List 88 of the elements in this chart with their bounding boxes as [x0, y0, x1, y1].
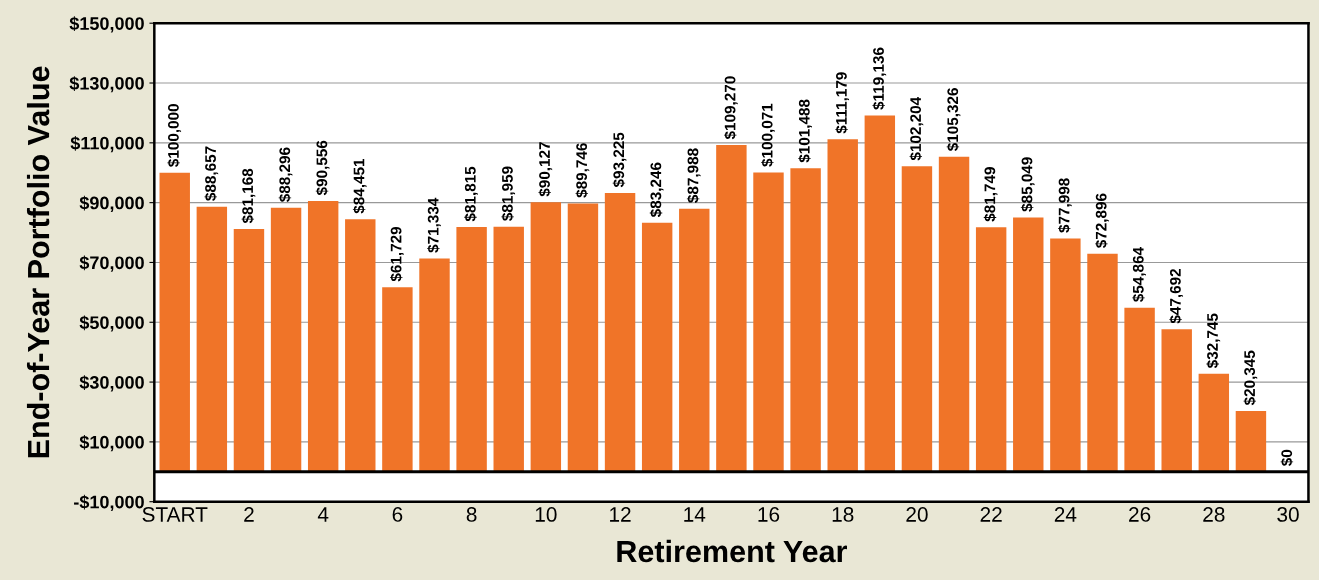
data-label: $81,168 [241, 168, 256, 224]
bar [1198, 373, 1230, 472]
bar [382, 287, 413, 472]
data-label: $85,049 [1020, 157, 1035, 212]
data-label: $119,136 [872, 47, 887, 110]
bar [753, 172, 784, 472]
data-label: $90,556 [315, 140, 330, 196]
data-label: $77,998 [1057, 178, 1072, 233]
data-label: $32,745 [1206, 313, 1221, 369]
y-axis-title: End-of-Year Portfolio Value [26, 66, 50, 458]
x-tick-label: 30 [1277, 507, 1299, 522]
bar [1124, 307, 1155, 472]
bar [864, 115, 896, 472]
x-tick-label: 2 [244, 507, 254, 522]
y-tick-label: $130,000 [69, 76, 144, 93]
bar [1235, 410, 1267, 472]
x-tick-label: 6 [392, 507, 403, 522]
y-tick-label: $110,000 [70, 135, 144, 153]
bar [345, 219, 376, 472]
bar [270, 207, 302, 472]
x-tick-label: 26 [1129, 507, 1151, 522]
bar [307, 200, 339, 472]
bar [419, 258, 450, 472]
bar [1013, 217, 1044, 472]
x-tick-label: 18 [832, 507, 854, 522]
bar [679, 208, 710, 472]
y-tick-label: $10,000 [79, 435, 144, 452]
bar [456, 227, 487, 472]
bar [196, 206, 228, 472]
y-tick-label: $70,000 [79, 255, 144, 272]
data-label: $89,746 [575, 143, 590, 198]
y-tick-label: $30,000 [79, 375, 144, 392]
x-tick-label: 22 [980, 507, 1002, 522]
y-tick-label: $150,000 [69, 16, 144, 33]
data-label: $88,296 [278, 147, 293, 202]
y-tick-label: -$10,000 [74, 494, 144, 512]
bar [641, 222, 673, 472]
data-label: $47,692 [1169, 269, 1184, 324]
bar [604, 192, 636, 472]
x-tick-label: 12 [610, 507, 631, 522]
data-label: $72,896 [1095, 193, 1109, 249]
x-tick-label: 14 [684, 507, 706, 522]
data-label: $71,334 [427, 197, 441, 253]
x-tick-label: START [142, 507, 208, 522]
data-label: $109,270 [724, 76, 738, 140]
y-tick-label: $90,000 [79, 195, 144, 212]
data-label: $61,729 [390, 226, 404, 282]
bar [901, 166, 933, 472]
x-tick-label: 8 [466, 507, 477, 522]
x-axis-title: Retirement Year [617, 539, 847, 563]
bar [530, 202, 562, 472]
x-tick-label: 16 [758, 507, 780, 522]
x-tick-label: 4 [317, 507, 329, 522]
data-label: $101,488 [798, 99, 812, 163]
data-label: $81,959 [501, 166, 516, 221]
data-label: $81,749 [983, 167, 998, 222]
data-label: $100,071 [761, 103, 775, 167]
bar [938, 156, 970, 472]
bar [827, 139, 858, 472]
data-label: $111,179 [835, 72, 850, 134]
data-label: $88,657 [204, 146, 219, 201]
data-label: $81,815 [464, 166, 478, 222]
data-label: $54,864 [1132, 247, 1146, 302]
x-tick-label: 24 [1054, 507, 1077, 522]
data-label: $105,326 [946, 88, 961, 152]
bar [975, 227, 1007, 472]
data-label: $84,451 [352, 158, 367, 214]
x-tick-label: 28 [1203, 507, 1225, 522]
data-label: $100,000 [167, 104, 182, 167]
bar [567, 203, 599, 472]
bar [1087, 253, 1118, 472]
bar [1161, 329, 1192, 472]
y-tick-label: $50,000 [79, 315, 144, 332]
data-label: $83,246 [649, 162, 664, 218]
x-tick-label: 10 [535, 507, 557, 522]
x-tick-label: 20 [906, 507, 928, 522]
data-label: $93,225 [612, 132, 627, 188]
bar [716, 145, 747, 472]
data-label: $20,345 [1243, 350, 1258, 406]
bar [1050, 238, 1081, 472]
bar [493, 226, 524, 472]
data-label: $87,988 [686, 148, 701, 203]
bar [233, 229, 265, 472]
data-label: $102,204 [909, 96, 924, 161]
data-label: $0 [1280, 449, 1294, 467]
bar [159, 172, 190, 472]
data-label: $90,127 [538, 142, 553, 197]
bar [790, 168, 821, 472]
